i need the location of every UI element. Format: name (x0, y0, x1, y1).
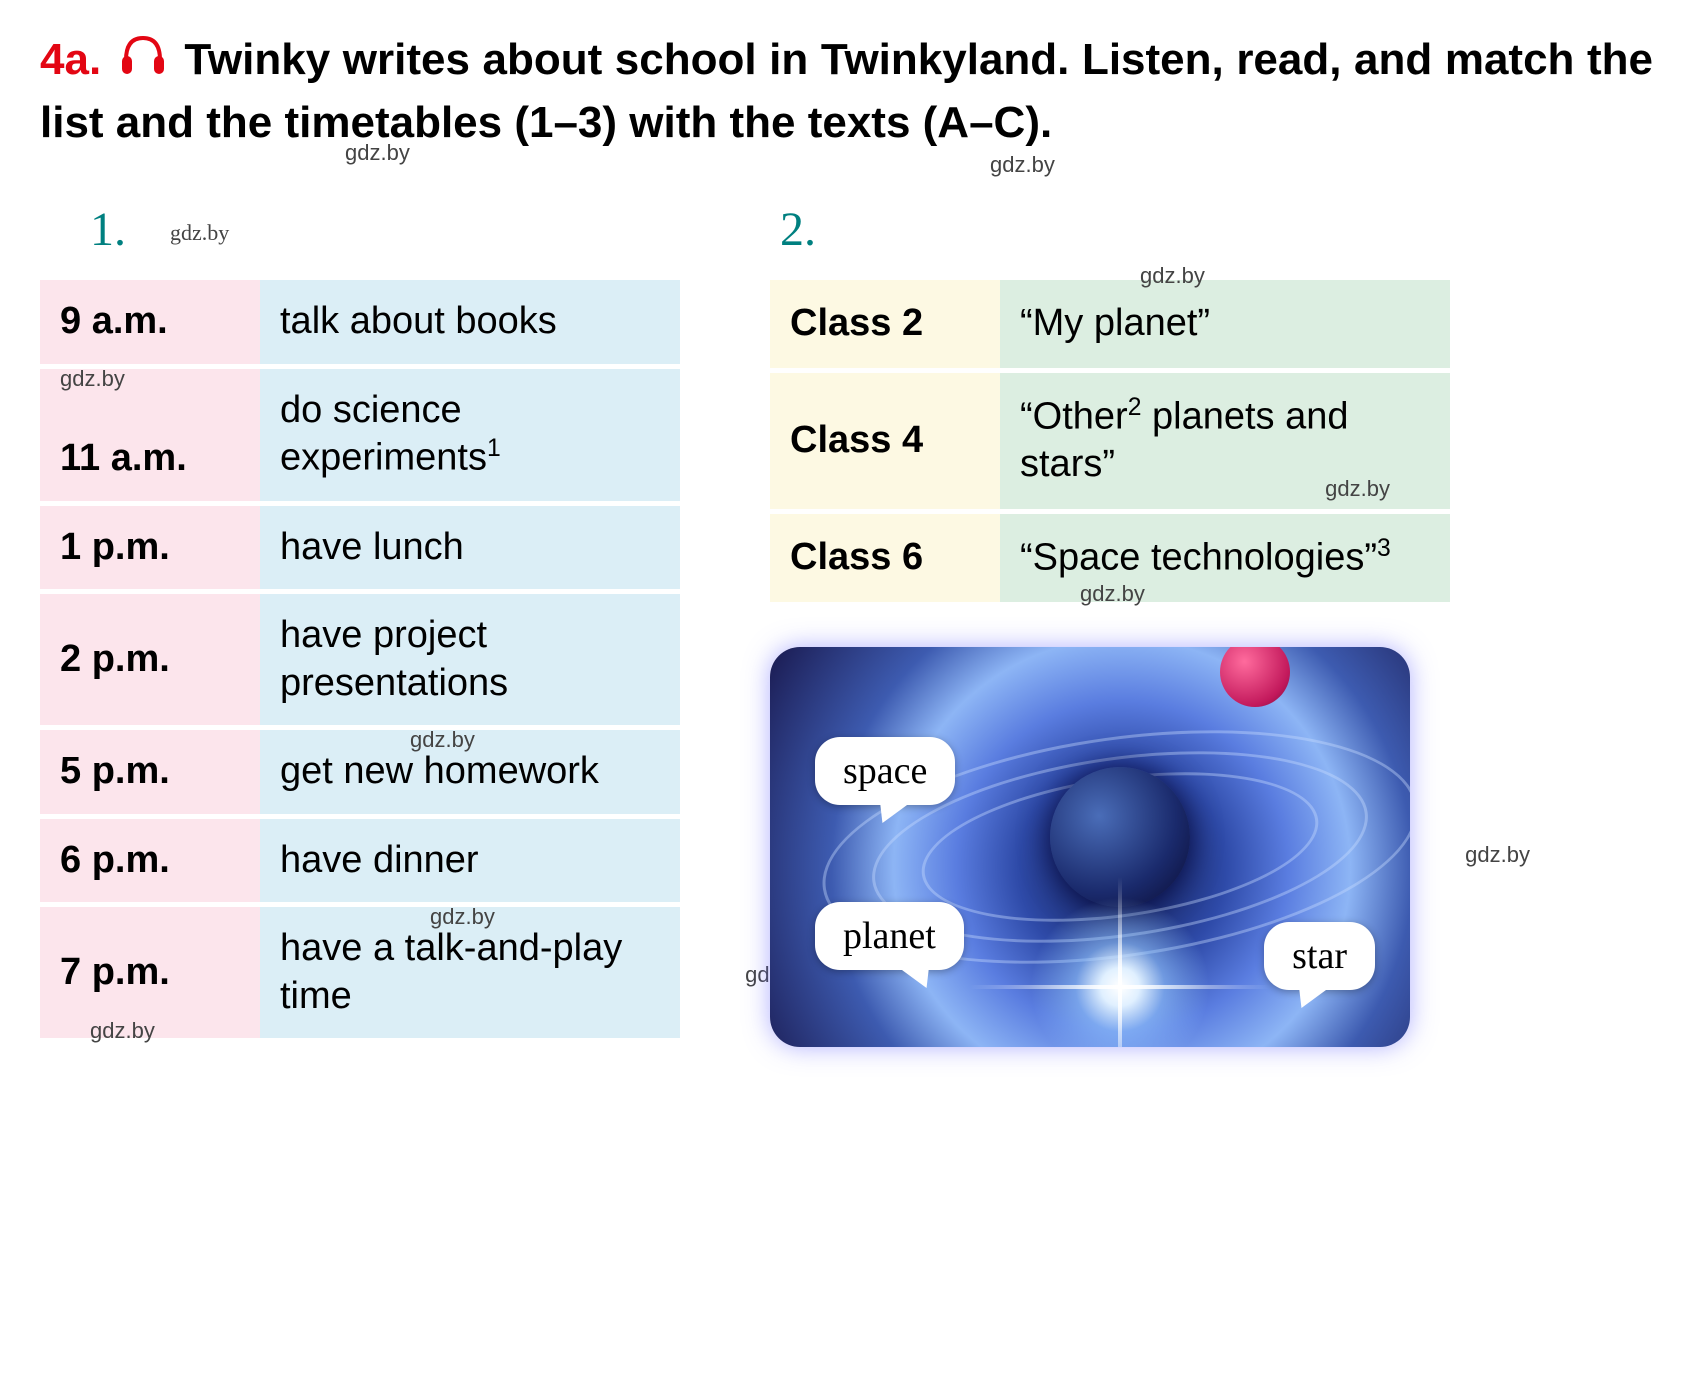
exercise-number: 4a. (40, 35, 101, 84)
table-row: Class 2 gdz.by “My planet” (770, 280, 1450, 368)
table-row: 2 p.m. have project presentations gdz.by (40, 594, 680, 725)
label-bubble-space: space (815, 737, 955, 805)
time-cell: 2 p.m. (40, 594, 260, 725)
headphones-icon (118, 32, 168, 93)
exercise-instruction: 4a. Twinky writes about school in Twinky… (40, 30, 1653, 152)
label-bubble-planet: planet (815, 902, 964, 970)
table-row: 9 a.m. talk about books (40, 280, 680, 364)
watermark: gdz.by (90, 1017, 155, 1045)
class-cell: Class 4 (770, 373, 1000, 509)
timetable-1: 9 a.m. talk about books gdz.by 11 a.m. d… (40, 275, 680, 1043)
table-row: 5 p.m. get new homework (40, 730, 680, 814)
watermark: gdz.by (410, 726, 475, 754)
content-columns: 1. gdz.by 9 a.m. talk about books gdz.by… (40, 202, 1653, 1046)
watermark: gdz.by (60, 365, 125, 393)
time-cell: 1 p.m. (40, 506, 260, 590)
column-right: gdz.by 2. Class 2 gdz.by “My planet” Cla… (770, 202, 1450, 1046)
desc-cell: have dinner gdz.by (260, 819, 680, 903)
time-cell: 5 p.m. (40, 730, 260, 814)
table-row: 1 p.m. have lunch (40, 506, 680, 590)
time-cell: 6 p.m. (40, 819, 260, 903)
watermark: gdz.by (1325, 475, 1390, 503)
time-cell: 7 p.m. gdz.by (40, 907, 260, 1038)
table1-number: 1. gdz.by (90, 202, 680, 257)
desc-cell: do science experiments1 (260, 369, 680, 501)
watermark: gdz.by (1080, 580, 1145, 608)
watermark: gdz.by (1465, 842, 1530, 868)
column-left: 1. gdz.by 9 a.m. talk about books gdz.by… (40, 202, 680, 1046)
table-row: Class 4 “Other2 planets and stars” gdz.b… (770, 373, 1450, 509)
topic-cell: “Other2 planets and stars” gdz.by (1000, 373, 1450, 509)
class-cell: Class 6 (770, 514, 1000, 602)
desc-cell: have lunch (260, 506, 680, 590)
desc-cell: talk about books (260, 280, 680, 364)
table-row: 7 p.m. gdz.by have a talk-and-play time (40, 907, 680, 1038)
topic-cell: “Space technologies”3 gdz.by (1000, 514, 1450, 602)
pink-planet (1220, 647, 1290, 707)
time-cell: gdz.by 11 a.m. (40, 369, 260, 501)
watermark: gdz.by (345, 138, 410, 168)
table-row: Class 6 “Space technologies”3 gdz.by (770, 514, 1450, 602)
bubble-tail (892, 963, 938, 988)
label-bubble-star: star (1264, 922, 1375, 990)
watermark: gdz.by (1140, 262, 1205, 290)
bubble-tail (1290, 983, 1336, 1008)
class-cell: Class 2 (770, 280, 1000, 368)
watermark: gdz.by (170, 220, 229, 246)
desc-cell: have project presentations gdz.by (260, 594, 680, 725)
topic-cell: gdz.by “My planet” (1000, 280, 1450, 368)
time-cell: 9 a.m. (40, 280, 260, 364)
table2-number: 2. (780, 202, 1450, 257)
space-illustration: space planet star (770, 647, 1410, 1047)
table-row: gdz.by 11 a.m. do science experiments1 (40, 369, 680, 501)
table-row: 6 p.m. have dinner gdz.by (40, 819, 680, 903)
watermark: gdz.by (990, 152, 1055, 178)
instruction-text: Twinky writes about school in Twinkyland… (40, 35, 1653, 147)
watermark: gdz.by (430, 903, 495, 931)
timetable-2: Class 2 gdz.by “My planet” Class 4 “Othe… (770, 275, 1450, 606)
